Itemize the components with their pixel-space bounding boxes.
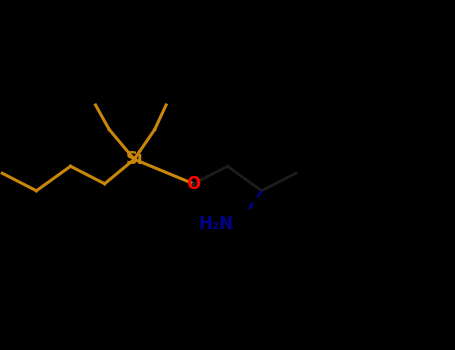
Text: H₂N: H₂N (199, 215, 233, 233)
Text: Si: Si (126, 150, 143, 168)
Text: O: O (186, 175, 201, 193)
